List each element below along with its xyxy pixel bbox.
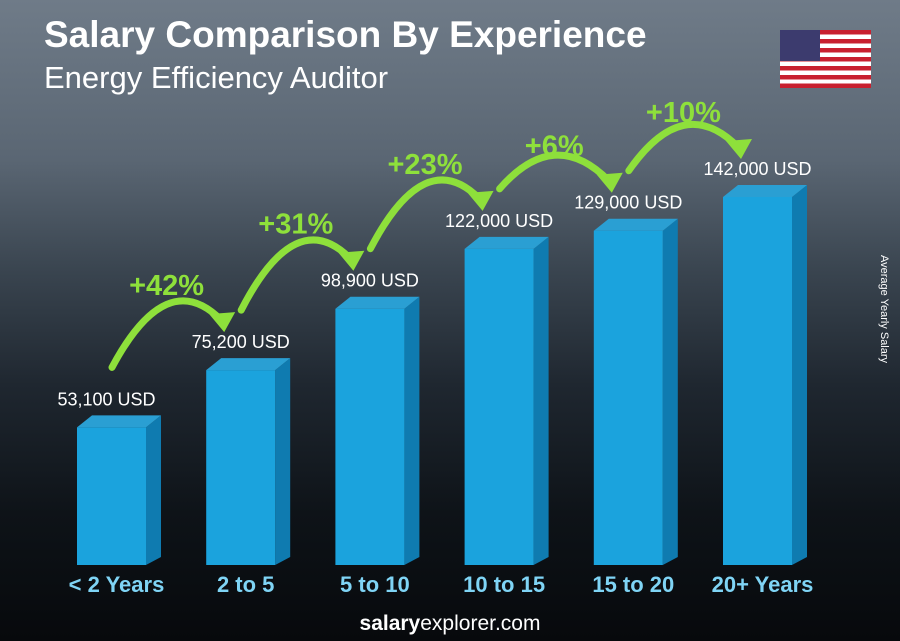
increase-label: +6% bbox=[525, 131, 584, 163]
bar-top bbox=[723, 185, 807, 197]
bar-side bbox=[662, 218, 678, 566]
bar-top bbox=[335, 296, 420, 309]
us-flag-icon bbox=[780, 30, 871, 88]
value-label: 75,200 USD bbox=[192, 332, 290, 352]
increase-label: +31% bbox=[258, 209, 333, 241]
bar-top bbox=[593, 218, 678, 231]
increase-arrow bbox=[108, 297, 225, 371]
bar bbox=[206, 370, 276, 565]
value-label: 142,000 USD bbox=[703, 159, 811, 179]
page-subtitle: Energy Efficiency Auditor bbox=[44, 60, 389, 95]
arrow-head-icon bbox=[467, 190, 494, 211]
category-label: 10 to 15 bbox=[463, 572, 545, 597]
bar bbox=[464, 248, 534, 565]
bar bbox=[593, 230, 663, 566]
arrow-head-icon bbox=[338, 250, 365, 271]
bar-top bbox=[206, 358, 291, 371]
category-label: 5 to 10 bbox=[340, 572, 410, 597]
category-label: 20+ Years bbox=[712, 572, 814, 597]
increase-label: +10% bbox=[646, 97, 721, 129]
bar bbox=[723, 197, 792, 565]
bar-side bbox=[533, 236, 549, 565]
bar-side bbox=[146, 415, 161, 565]
y-axis-label: Average Yearly Salary bbox=[878, 255, 890, 364]
bar-side bbox=[275, 358, 291, 565]
bar-side bbox=[404, 296, 420, 565]
brand-tld: .com bbox=[494, 612, 541, 635]
category-label: < 2 Years bbox=[69, 572, 165, 597]
value-label: 53,100 USD bbox=[57, 389, 155, 409]
brand-bold: salary bbox=[359, 612, 421, 635]
value-label: 122,000 USD bbox=[445, 211, 553, 231]
increase-arrow bbox=[366, 176, 484, 253]
increase-arrow bbox=[496, 151, 613, 193]
increase-label: +42% bbox=[129, 270, 204, 302]
value-label: 129,000 USD bbox=[574, 193, 682, 213]
value-label: 98,900 USD bbox=[321, 271, 419, 291]
page-title: Salary Comparison By Experience bbox=[44, 14, 647, 55]
arrow-head-icon bbox=[596, 172, 623, 193]
footer-brand: salaryexplorer.com bbox=[0, 612, 900, 636]
increase-arrow bbox=[625, 120, 742, 175]
arrow-head-icon bbox=[209, 312, 236, 333]
increase-arrow bbox=[237, 236, 354, 314]
bar-side bbox=[792, 185, 807, 565]
arrow-head-icon bbox=[726, 139, 752, 159]
category-label: 15 to 20 bbox=[592, 572, 674, 597]
bar-top bbox=[464, 236, 549, 249]
bar bbox=[335, 308, 405, 565]
bar-top bbox=[77, 415, 161, 428]
bar bbox=[77, 427, 146, 565]
brand-rest: explorer bbox=[420, 612, 495, 635]
increase-label: +23% bbox=[388, 149, 463, 181]
category-label: 2 to 5 bbox=[217, 572, 274, 597]
